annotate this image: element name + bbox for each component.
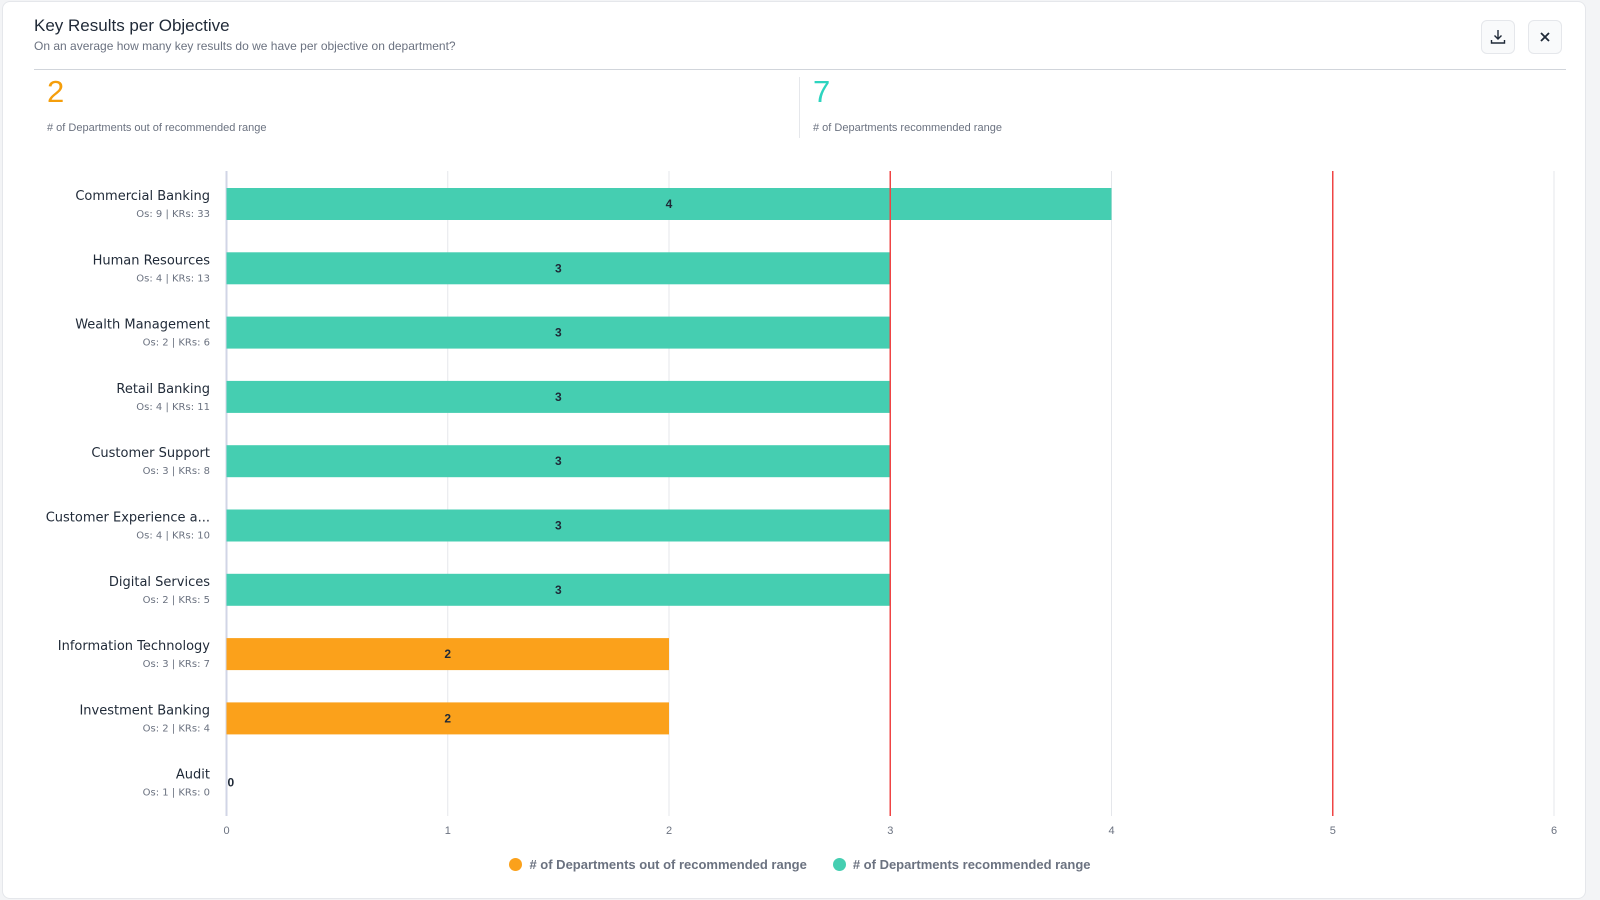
stat-out-of-range-value: 2 <box>47 74 65 109</box>
legend: # of Departments out of recommended rang… <box>0 857 1600 872</box>
category-label: Human Resources <box>93 253 211 268</box>
category-label: Information Technology <box>58 639 211 654</box>
legend-label: # of Departments recommended range <box>852 857 1091 872</box>
legend-item-in-range[interactable]: # of Departments recommended range <box>832 857 1091 872</box>
category-label: Digital Services <box>109 575 210 590</box>
close-icon <box>1540 32 1550 42</box>
category-subtitle: Os: 3 | KRs: 8 <box>143 466 210 477</box>
legend-dot-icon <box>509 858 523 871</box>
x-tick-label: 2 <box>666 825 672 837</box>
close-button[interactable] <box>1528 20 1562 54</box>
bar-value-label: 0 <box>228 776 235 790</box>
legend-item-out-of-range[interactable]: # of Departments out of recommended rang… <box>509 857 807 872</box>
x-tick-label: 1 <box>445 825 451 837</box>
x-tick-label: 5 <box>1330 825 1336 837</box>
x-tick-label: 3 <box>887 825 893 837</box>
stats-divider <box>799 77 800 138</box>
x-tick-label: 4 <box>1108 825 1114 837</box>
category-label: Commercial Banking <box>75 189 210 204</box>
bar-value-label: 3 <box>555 583 562 597</box>
category-subtitle: Os: 4 | KRs: 13 <box>136 273 210 284</box>
page-title: Key Results per Objective <box>34 16 230 35</box>
bar <box>226 445 891 478</box>
header-divider <box>34 69 1566 70</box>
category-label: Customer Experience a... <box>46 511 210 526</box>
bar <box>226 316 891 349</box>
category-subtitle: Os: 4 | KRs: 11 <box>136 402 210 413</box>
download-icon <box>1490 30 1506 44</box>
bar <box>226 702 669 735</box>
category-label: Retail Banking <box>116 382 210 397</box>
bar-value-label: 3 <box>555 326 562 340</box>
bar-value-label: 3 <box>555 519 562 533</box>
bar <box>226 509 891 542</box>
bar <box>226 573 891 606</box>
bar-value-label: 3 <box>555 390 562 404</box>
bar <box>226 188 1112 220</box>
bar <box>226 252 891 285</box>
stat-in-range-label: # of Departments recommended range <box>813 122 1002 134</box>
category-subtitle: Os: 2 | KRs: 6 <box>143 338 210 349</box>
category-label: Investment Banking <box>79 703 210 718</box>
bar-value-label: 3 <box>555 454 562 468</box>
page-subtitle: On an average how many key results do we… <box>34 39 456 53</box>
bar-value-label: 4 <box>666 197 673 211</box>
stat-in-range-value: 7 <box>813 74 831 109</box>
x-tick-label: 6 <box>1551 825 1557 837</box>
category-subtitle: Os: 4 | KRs: 10 <box>136 531 210 542</box>
stat-out-of-range-label: # of Departments out of recommended rang… <box>47 122 267 134</box>
download-button[interactable] <box>1481 20 1515 54</box>
x-tick-label: 0 <box>223 825 229 837</box>
category-label: Customer Support <box>91 446 210 461</box>
bar-value-label: 3 <box>555 261 562 275</box>
category-subtitle: Os: 3 | KRs: 7 <box>143 659 210 670</box>
category-subtitle: Os: 2 | KRs: 5 <box>143 595 210 606</box>
category-subtitle: Os: 2 | KRs: 4 <box>143 723 210 734</box>
legend-dot-icon <box>832 858 846 871</box>
legend-label: # of Departments out of recommended rang… <box>529 857 807 872</box>
category-subtitle: Os: 9 | KRs: 33 <box>136 209 210 220</box>
bar-value-label: 2 <box>444 647 451 661</box>
category-subtitle: Os: 1 | KRs: 0 <box>143 788 210 799</box>
category-label: Audit <box>176 768 210 783</box>
bar-value-label: 2 <box>444 711 451 725</box>
bar <box>226 638 669 671</box>
category-label: Wealth Management <box>75 318 210 333</box>
bar <box>226 380 891 413</box>
